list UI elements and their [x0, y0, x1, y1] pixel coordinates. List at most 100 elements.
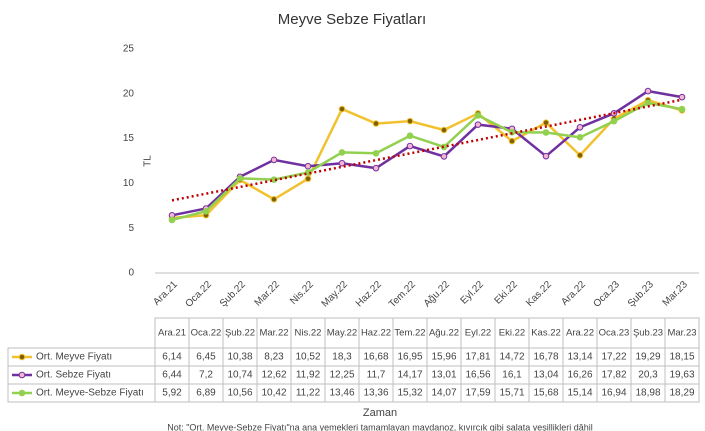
- point: [474, 121, 482, 128]
- table-value: 13,14: [567, 352, 592, 363]
- table-value: 15,14: [567, 388, 592, 399]
- table-value: 10,56: [227, 388, 252, 399]
- point: [678, 105, 686, 113]
- table-header: Ara.21: [158, 328, 186, 339]
- table-value: 13,46: [329, 388, 354, 399]
- table-header: Mar.22: [259, 328, 288, 339]
- table-value: 19,29: [635, 352, 660, 363]
- legend-marker: [18, 389, 26, 397]
- point: [202, 207, 210, 215]
- x-tick-label: Ara.21: [151, 279, 180, 308]
- table-value: 11,22: [296, 388, 321, 399]
- point: [236, 175, 244, 182]
- table-header: May.22: [327, 328, 357, 339]
- table-value: 18,29: [669, 388, 694, 399]
- x-axis-label: Zaman: [363, 407, 397, 419]
- table-header: Şub.23: [633, 328, 663, 339]
- table-header: Kas.22: [531, 328, 561, 339]
- point: [304, 162, 312, 170]
- table-value: 5,92: [162, 388, 182, 399]
- legend-marker: [18, 353, 26, 361]
- table-value: 14,07: [431, 388, 456, 399]
- series-line: [171, 101, 683, 222]
- table-value: 19,63: [669, 370, 694, 381]
- table-value: 17,59: [465, 388, 490, 399]
- point: [304, 175, 312, 183]
- table-value: 6,45: [196, 352, 216, 363]
- table-value: 17,81: [465, 352, 490, 363]
- point: [270, 156, 278, 164]
- point: [372, 149, 380, 157]
- x-tick-label: Haz.22: [354, 279, 384, 309]
- series-line: [171, 98, 683, 220]
- x-tick-label: Eki.22: [493, 279, 521, 307]
- point: [508, 137, 516, 145]
- table-value: 17,22: [601, 352, 626, 363]
- point: [644, 99, 652, 107]
- point: [542, 129, 550, 136]
- legend-label: Ort. Sebze Fiyatı: [36, 370, 111, 381]
- point: [168, 216, 176, 224]
- table-value: 10,74: [227, 370, 252, 381]
- point: [576, 134, 584, 141]
- legend-label: Ort. Meyve-Sebze Fiyatı: [36, 388, 144, 399]
- table-header: Ara.22: [566, 328, 594, 339]
- x-tick-label: Oca.23: [591, 279, 622, 310]
- note: Not: "Ort. Meyve-Sebze Fiyatı"na ana yem…: [167, 422, 593, 431]
- table-value: 16,1: [502, 370, 522, 381]
- point: [406, 132, 414, 140]
- table-header: Mar.23: [667, 328, 696, 339]
- table-value: 10,52: [295, 352, 320, 363]
- table-value: 15,71: [499, 388, 524, 399]
- point: [542, 119, 550, 126]
- x-tick-label: Tem.22: [387, 279, 418, 310]
- table-value: 16,56: [465, 370, 490, 381]
- point: [474, 112, 482, 119]
- y-tick-label: 10: [123, 178, 135, 189]
- table-header: Nis.22: [295, 328, 322, 339]
- y-axis-label: TL: [143, 155, 154, 167]
- y-tick-label: 5: [128, 223, 134, 234]
- x-tick-label: Nis.22: [288, 279, 316, 307]
- point: [440, 143, 448, 151]
- table-value: 18,15: [669, 352, 694, 363]
- x-tick-label: Ara.22: [559, 279, 588, 308]
- table-value: 13,36: [363, 388, 388, 399]
- table-value: 15,68: [533, 388, 558, 399]
- table-header: Oca.22: [191, 328, 222, 339]
- table-value: 15,32: [397, 388, 422, 399]
- table-value: 16,68: [363, 352, 388, 363]
- table-value: 15,96: [431, 352, 456, 363]
- x-tick-label: Eyl.22: [459, 279, 487, 307]
- point: [440, 153, 448, 160]
- point: [338, 149, 346, 156]
- point: [576, 151, 584, 159]
- table-header: Ağu.22: [429, 328, 459, 339]
- table-header: Oca.23: [599, 328, 630, 339]
- x-tick-label: Mar.23: [661, 279, 691, 309]
- x-tick-label: Kas.22: [524, 279, 554, 309]
- table-value: 11,7: [367, 370, 386, 381]
- table-value: 7,2: [199, 370, 213, 381]
- point: [338, 159, 346, 167]
- trendline: [171, 98, 683, 202]
- table-value: 16,95: [397, 352, 422, 363]
- table-value: 13,01: [431, 370, 456, 381]
- table-header: Eki.22: [499, 328, 525, 339]
- point: [542, 152, 550, 160]
- point: [338, 105, 346, 113]
- chart-title: Meyve Sebze Fiyatları: [278, 11, 426, 28]
- point: [270, 195, 278, 203]
- point: [406, 142, 414, 150]
- table-value: 12,25: [329, 370, 354, 381]
- table-value: 10,42: [261, 388, 286, 399]
- point: [576, 124, 584, 131]
- table-value: 18,3: [332, 352, 352, 363]
- table-value: 17,82: [601, 370, 626, 381]
- table-value: 6,14: [162, 352, 182, 363]
- table-value: 16,78: [533, 352, 558, 363]
- y-tick-label: 15: [123, 133, 135, 144]
- y-tick-label: 20: [123, 88, 135, 99]
- table-header: Tem.22: [394, 328, 425, 339]
